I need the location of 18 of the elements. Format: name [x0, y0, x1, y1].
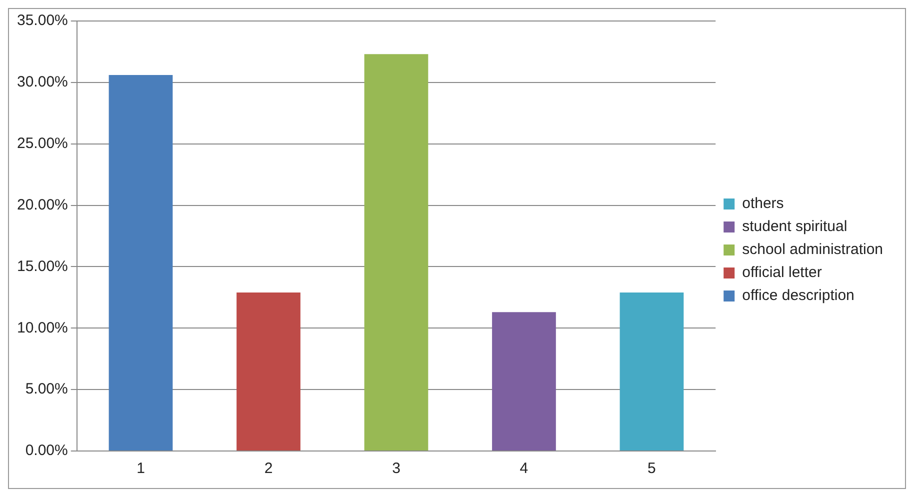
y-tick-label: 10.00%	[17, 319, 68, 336]
y-tick-label: 15.00%	[17, 258, 68, 275]
y-tick-label: 5.00%	[25, 380, 68, 398]
x-tick-label: 2	[264, 460, 273, 478]
legend-label: official letter	[742, 264, 822, 282]
y-tick-label: 0.00%	[25, 442, 68, 460]
y-tick-label: 20.00%	[17, 196, 68, 214]
legend-label: office description	[742, 287, 854, 304]
y-tick-label: 25.00%	[17, 135, 68, 152]
x-tick-label: 1	[136, 460, 145, 478]
x-tick-label: 3	[392, 460, 400, 478]
y-tick-label: 35.00%	[17, 12, 68, 30]
legend-label: school administration	[742, 241, 884, 258]
legend-label: student spiritual	[742, 218, 848, 236]
y-tick-label: 30.00%	[17, 74, 68, 91]
x-tick-label: 4	[520, 460, 528, 478]
legend-label: others	[742, 195, 784, 212]
x-tick-label: 5	[648, 460, 656, 478]
